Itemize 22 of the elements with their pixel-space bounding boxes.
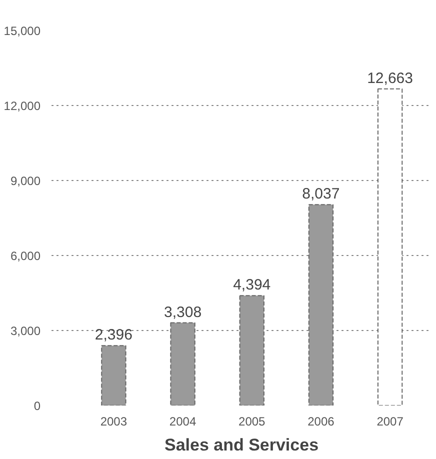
x-tick-label: 2005	[238, 414, 266, 428]
data-label: 2,396	[94, 326, 132, 344]
bar	[239, 295, 264, 406]
data-label: 8,037	[302, 186, 340, 203]
x-tick-label: 2006	[308, 414, 335, 428]
y-tick-label: 3,000	[10, 324, 41, 338]
data-label: 4,394	[233, 276, 271, 294]
y-tick-label: 12,000	[4, 99, 41, 113]
bar	[308, 204, 334, 406]
y-tick-label: 15,000	[4, 24, 41, 38]
x-tick-label: 2004	[169, 414, 196, 428]
y-tick-label: 9,000	[10, 174, 41, 188]
x-tick-label: 2007	[376, 414, 404, 428]
y-tick-label: 6,000	[10, 249, 41, 263]
y-tick-label: 0	[34, 399, 41, 413]
text: Sales and Services	[164, 436, 319, 454]
bar	[101, 345, 126, 406]
data-label: 3,308	[164, 304, 202, 321]
data-label: 12,663	[367, 70, 413, 87]
bar	[170, 322, 196, 406]
bar	[377, 88, 403, 406]
x-tick-label: 2003	[100, 414, 128, 428]
